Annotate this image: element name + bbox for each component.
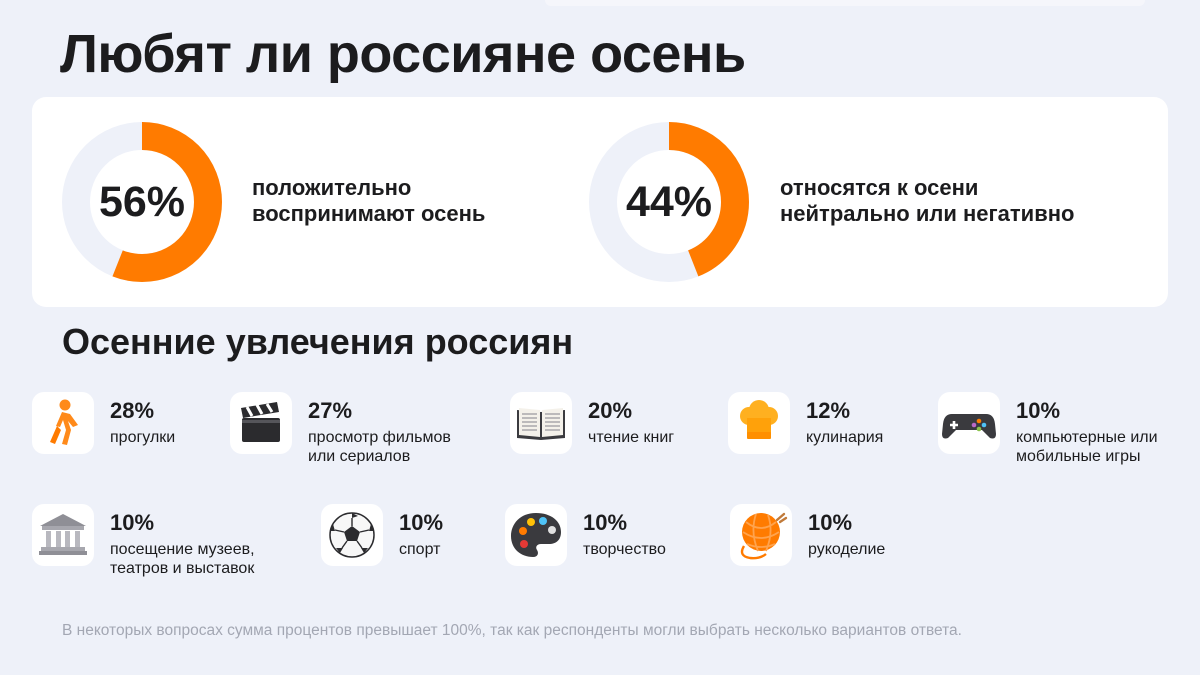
- hobby-label-line: прогулки: [110, 429, 176, 446]
- hobby-label: просмотр фильмов или сериалов: [308, 428, 451, 466]
- donut-caption-positive: положительно воспринимают осень: [252, 175, 485, 227]
- donut-card: 56% положительно воспринимают осень 44% …: [32, 97, 1168, 307]
- hobby-label: прогулки: [110, 428, 175, 447]
- hobby-percent: 27%: [308, 398, 353, 423]
- caption-line: нейтрально или негативно: [780, 201, 1075, 226]
- soccer-ball-icon: [321, 504, 383, 566]
- hobby-label-line: рукоделие: [808, 541, 886, 558]
- donut-caption-neutral: относятся к осени нейтрально или негатив…: [780, 175, 1074, 227]
- gamepad-icon: [938, 392, 1000, 454]
- hobby-label-line: спорт: [399, 541, 441, 558]
- caption-line: положительно: [252, 175, 412, 200]
- clapperboard-icon: [230, 392, 292, 454]
- hobby-label: спорт: [399, 540, 440, 559]
- hobby-label-line: творчество: [583, 541, 666, 558]
- hobby-label-line: компьютерные или: [1016, 429, 1158, 446]
- hobby-percent: 10%: [583, 510, 628, 535]
- caption-line: воспринимают осень: [252, 201, 486, 226]
- hobby-label-line: посещение музеев,: [110, 541, 255, 558]
- hobby-label: рукоделие: [808, 540, 885, 559]
- hobby-label-line: чтение книг: [588, 429, 675, 446]
- hobby-label-line: мобильные игры: [1016, 448, 1141, 465]
- hobby-label-line: или сериалов: [308, 448, 411, 465]
- donut-label-neutral: 44%: [625, 178, 713, 226]
- hobby-percent: 12%: [806, 398, 851, 423]
- footnote: В некоторых вопросах сумма процентов пре…: [62, 622, 962, 639]
- hobby-label-line: просмотр фильмов: [308, 429, 451, 446]
- palette-icon: [505, 504, 567, 566]
- caption-line: относятся к осени: [780, 175, 979, 200]
- museum-icon: [32, 504, 94, 566]
- hobby-percent: 10%: [808, 510, 853, 535]
- chef-hat-icon: [728, 392, 790, 454]
- walking-person-icon: [32, 392, 94, 454]
- hobby-percent: 10%: [399, 510, 444, 535]
- hobby-label: кулинария: [806, 428, 883, 447]
- donut-arc-positive: [62, 122, 222, 282]
- donut-chart-positive: [62, 122, 222, 282]
- donut-label-positive: 56%: [98, 178, 186, 226]
- hobby-label-line: кулинария: [806, 429, 884, 446]
- section-title: Осенние увлечения россиян: [62, 321, 574, 362]
- hobby-label: чтение книг: [588, 428, 674, 447]
- open-book-icon: [510, 392, 572, 454]
- hobby-percent: 10%: [1016, 398, 1061, 423]
- hobby-label: посещение музеев, театров и выставок: [110, 540, 255, 578]
- donut-arc-neutral: [589, 122, 749, 282]
- page-title: Любят ли россияне осень: [60, 24, 746, 84]
- yarn-ball-icon: [730, 504, 792, 566]
- hobby-label-line: театров и выставок: [110, 560, 255, 577]
- top-strip: [545, 0, 1145, 6]
- hobby-label: компьютерные или мобильные игры: [1016, 428, 1158, 466]
- hobby-percent: 28%: [110, 398, 155, 423]
- hobby-percent: 20%: [588, 398, 633, 423]
- donut-chart-neutral: [589, 122, 749, 282]
- hobby-percent: 10%: [110, 510, 155, 535]
- hobby-label: творчество: [583, 540, 666, 559]
